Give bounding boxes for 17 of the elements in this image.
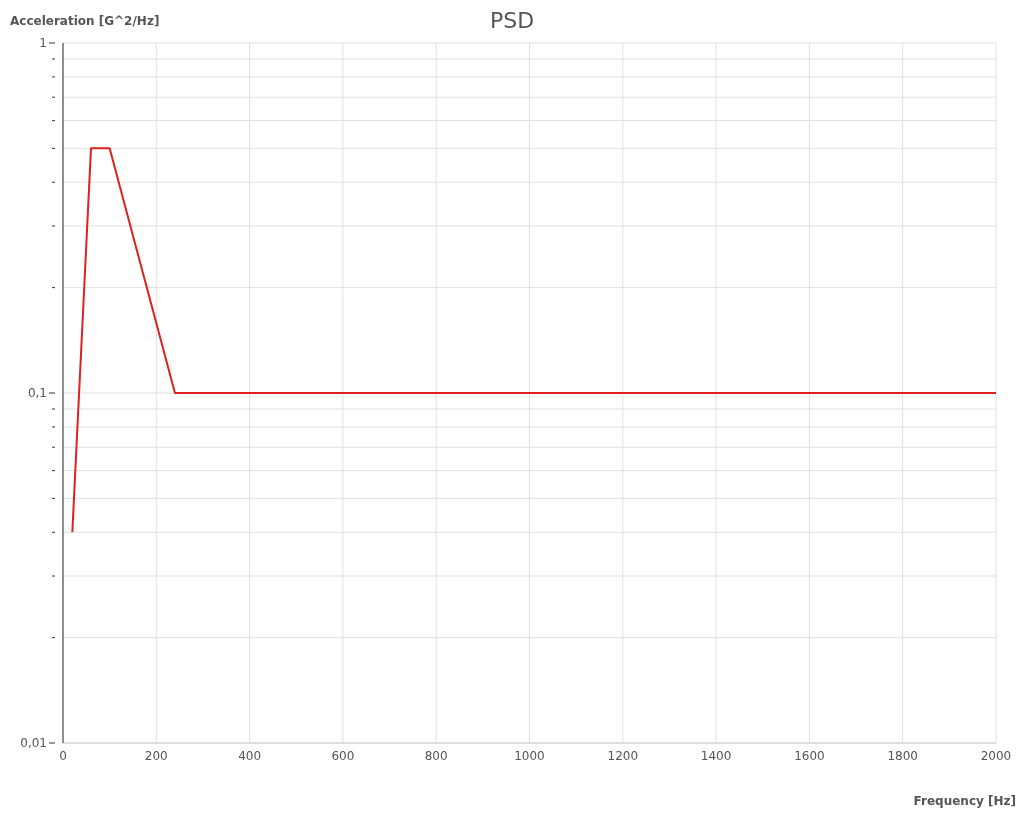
chart-title: PSD bbox=[489, 8, 535, 33]
y-tick-label: 1 bbox=[39, 36, 47, 50]
x-tick-label: 1600 bbox=[794, 748, 825, 763]
x-tick-label: 1000 bbox=[514, 748, 545, 763]
y-tick-label: 0,01 bbox=[20, 736, 47, 750]
x-tick-label: 800 bbox=[424, 748, 448, 763]
x-tick-label: 2000 bbox=[980, 748, 1012, 763]
x-axis-title: Frequency [Hz] bbox=[913, 794, 1016, 808]
x-tick-label: 0 bbox=[59, 748, 67, 763]
x-tick-label: 200 bbox=[144, 748, 168, 763]
x-tick-label: 400 bbox=[238, 748, 262, 763]
x-tick-label: 1200 bbox=[607, 748, 639, 763]
y-tick-label: 0,1 bbox=[27, 386, 47, 400]
x-tick-label: 1400 bbox=[700, 748, 732, 763]
x-tick-label: 600 bbox=[331, 748, 355, 763]
x-tick-label: 1800 bbox=[887, 748, 918, 763]
y-axis-title: Acceleration [G^2/Hz] bbox=[10, 14, 160, 28]
